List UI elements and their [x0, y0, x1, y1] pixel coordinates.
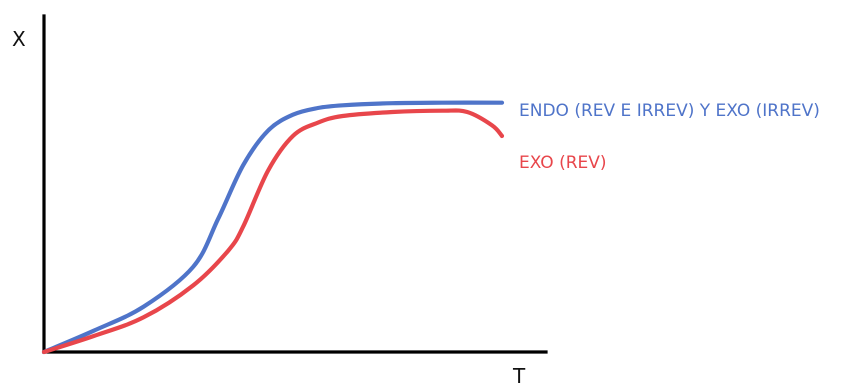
series-layer: [41, 100, 505, 355]
series-label-1: ENDO (REV E IRREV) Y EXO (IRREV): [519, 101, 820, 121]
series-line-1: [41, 100, 505, 355]
series-labels: ENDO (REV E IRREV) Y EXO (IRREV) EXO (REV…: [519, 101, 820, 173]
series-label-2: EXO (REV): [519, 153, 607, 173]
axes: X T: [12, 14, 548, 383]
x-axis-label: T: [512, 364, 526, 383]
y-axis-label: X: [12, 27, 26, 51]
series-line-2: [41, 108, 505, 355]
